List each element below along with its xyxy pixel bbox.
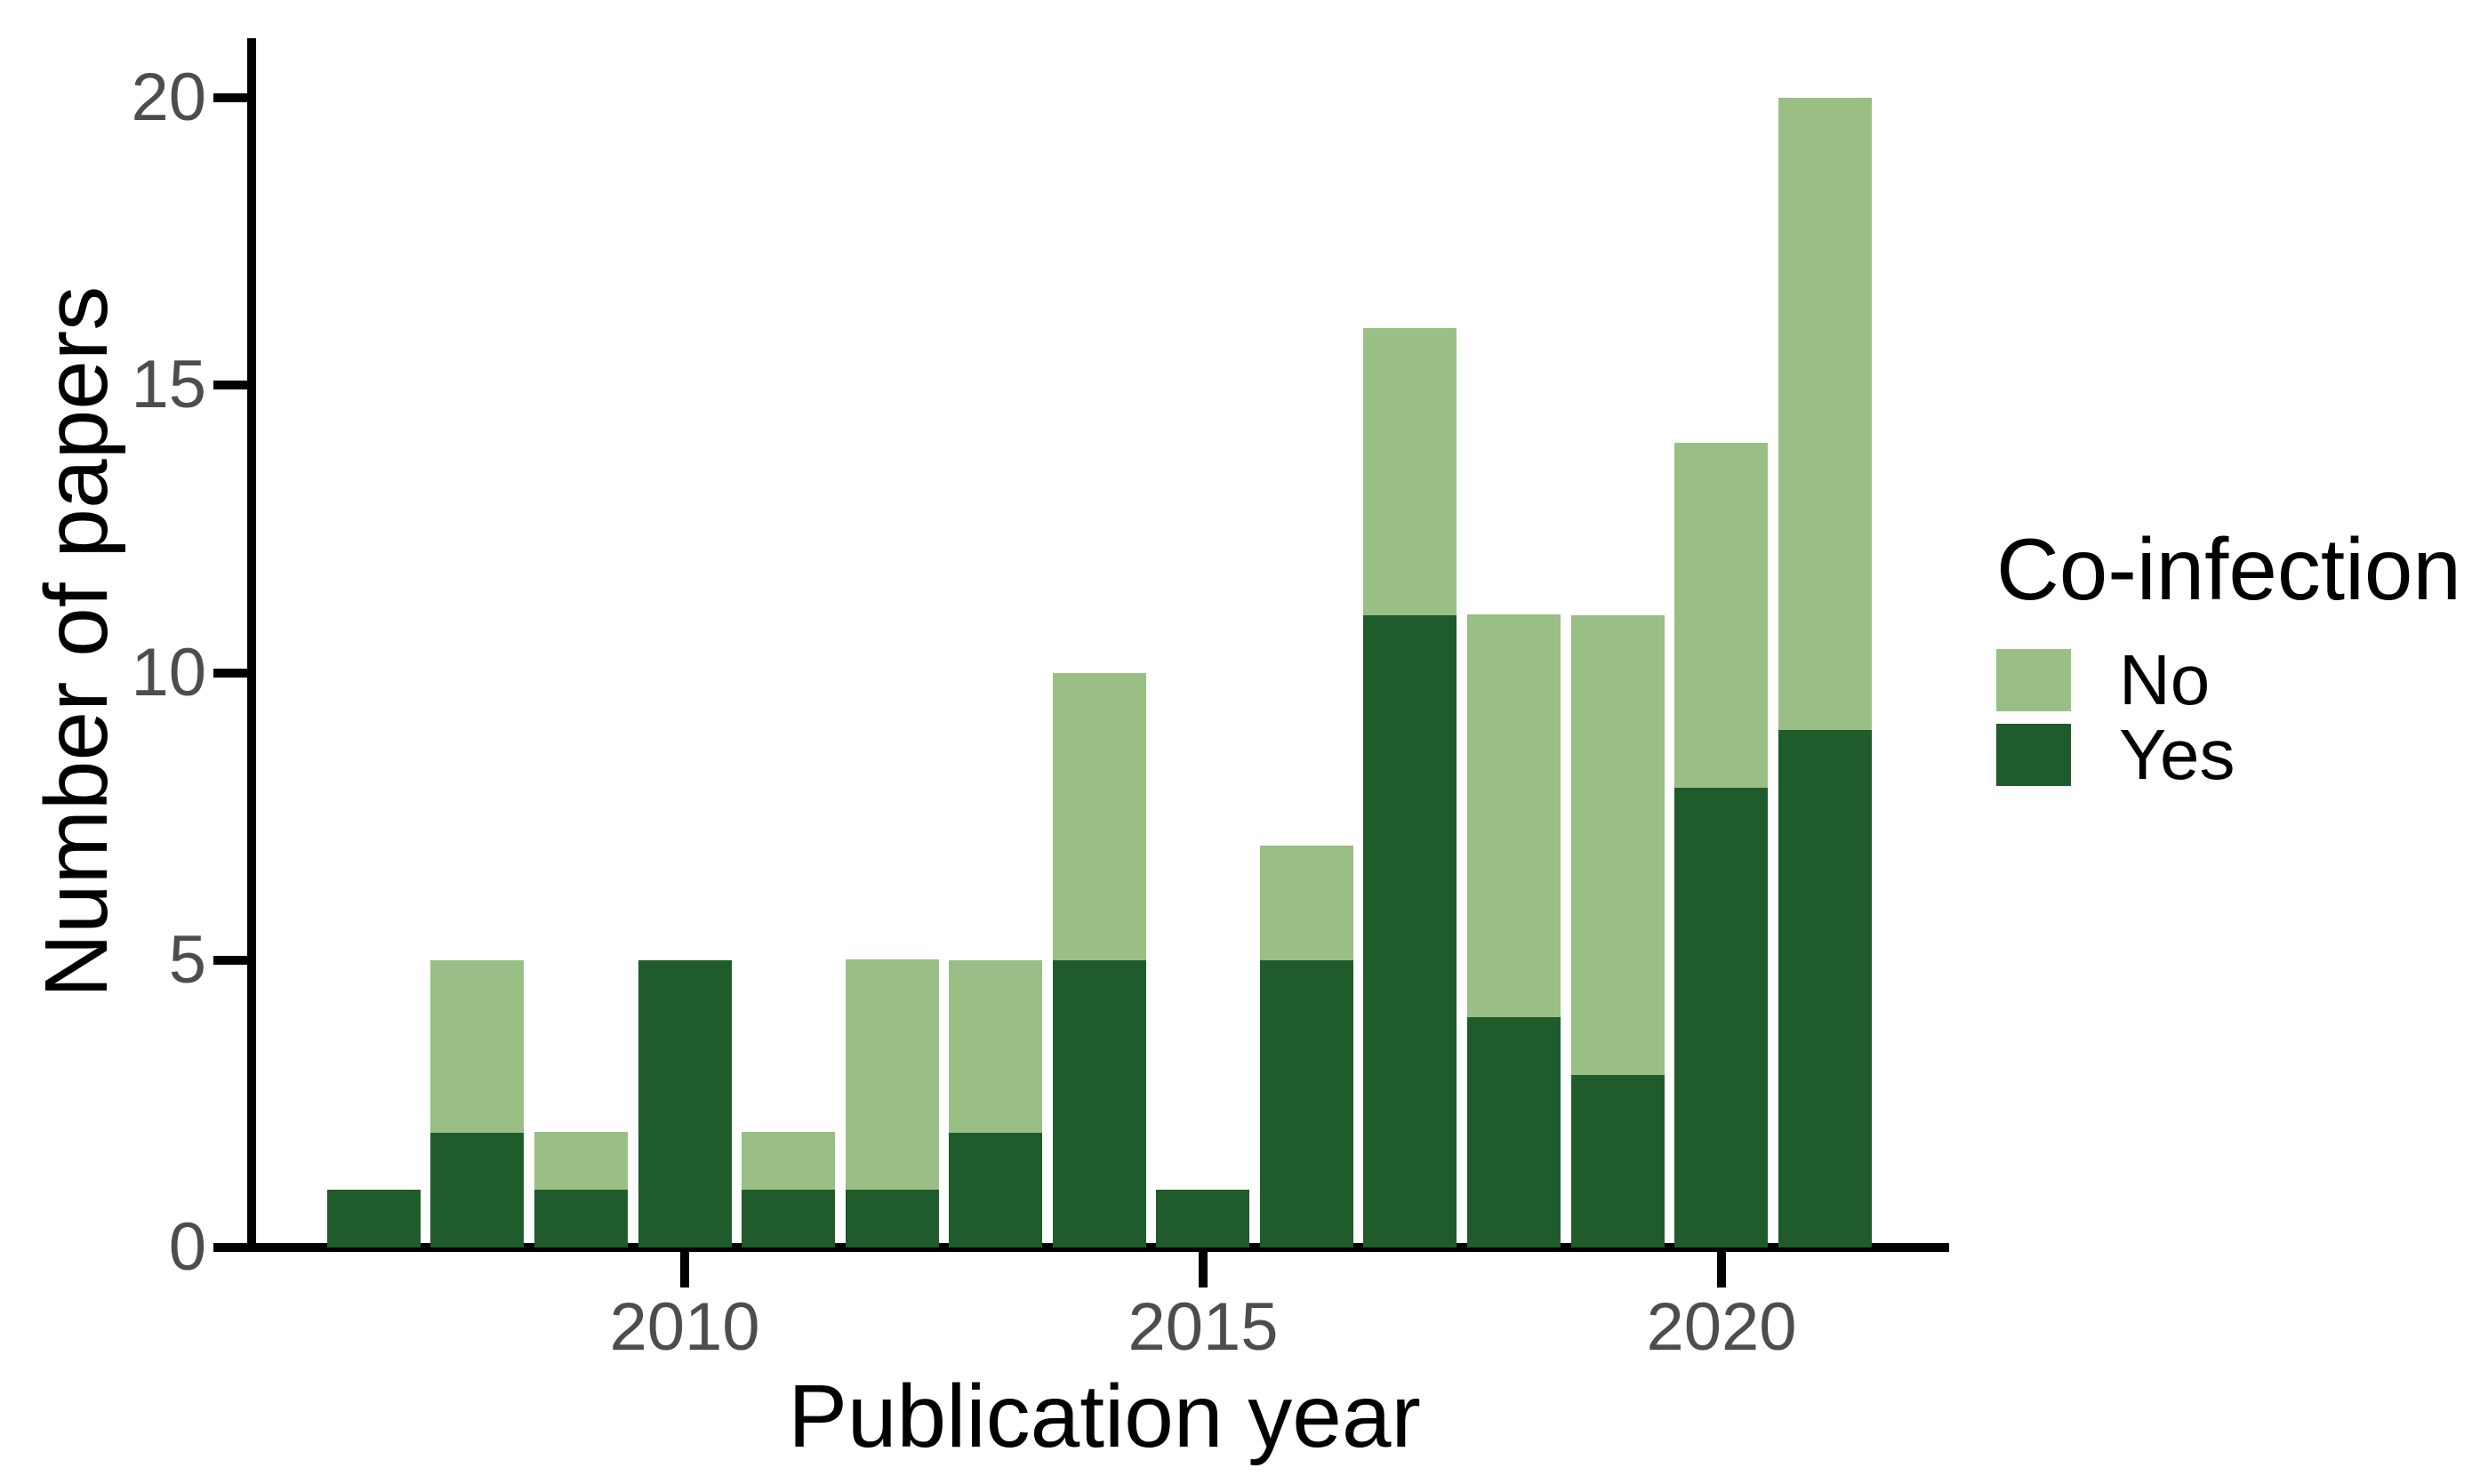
bar-2021 — [1778, 98, 1872, 1247]
bar-2020 — [1674, 443, 1768, 1247]
y-tick-5 — [213, 956, 247, 965]
bar-2017-no-segment — [1363, 328, 1457, 615]
bar-2014 — [1053, 673, 1146, 1247]
bar-2011-no-segment — [742, 1132, 835, 1190]
legend-item-no: No — [1996, 645, 2461, 716]
bar-2012 — [846, 959, 939, 1247]
bar-2018 — [1467, 614, 1561, 1247]
y-axis-line — [247, 38, 256, 1252]
bar-2010 — [638, 960, 732, 1247]
bar-2013-no-segment — [949, 960, 1042, 1133]
bar-2016 — [1260, 846, 1353, 1247]
x-tick-2010 — [680, 1252, 689, 1287]
x-tick-2015 — [1199, 1252, 1208, 1287]
bar-2012-yes-segment — [846, 1190, 939, 1247]
x-axis-line — [247, 1243, 1949, 1252]
bar-2021-no-segment — [1778, 98, 1872, 730]
legend: Co-infection No Yes — [1996, 525, 2461, 794]
y-tick-label-0: 0 — [168, 1209, 206, 1285]
bar-2011 — [742, 1132, 835, 1247]
bar-2015 — [1156, 1190, 1249, 1247]
x-axis-title: Publication year — [788, 1367, 1421, 1466]
bar-2012-no-segment — [846, 959, 939, 1190]
legend-item-yes: Yes — [1996, 719, 2461, 790]
x-tick-2020 — [1717, 1252, 1726, 1287]
bar-2019 — [1571, 615, 1665, 1247]
y-tick-label-5: 5 — [168, 922, 206, 998]
x-tick-label-2015: 2015 — [1128, 1289, 1279, 1365]
bar-2016-no-segment — [1260, 846, 1353, 960]
bar-2014-yes-segment — [1053, 960, 1146, 1247]
bar-2017 — [1363, 328, 1457, 1247]
y-tick-10 — [213, 669, 247, 678]
bar-2009-no-segment — [534, 1132, 628, 1190]
bar-2013-yes-segment — [949, 1133, 1042, 1247]
legend-swatch-no-icon — [1996, 649, 2071, 711]
y-tick-0 — [213, 1243, 247, 1252]
bar-2019-yes-segment — [1571, 1075, 1665, 1247]
bar-2007 — [327, 1190, 421, 1247]
bar-2020-no-segment — [1674, 443, 1768, 788]
y-tick-label-20: 20 — [131, 60, 206, 135]
legend-label-yes: Yes — [2119, 715, 2235, 794]
bar-2017-yes-segment — [1363, 615, 1457, 1247]
bar-2018-no-segment — [1467, 614, 1561, 1017]
bar-2019-no-segment — [1571, 615, 1665, 1075]
bar-2008-no-segment — [430, 960, 524, 1133]
bar-2010-yes-segment — [638, 960, 732, 1247]
bar-2008-yes-segment — [430, 1133, 524, 1247]
bar-2011-yes-segment — [742, 1190, 835, 1247]
bar-2015-yes-segment — [1156, 1190, 1249, 1247]
bar-2018-yes-segment — [1467, 1017, 1561, 1247]
y-tick-label-15: 15 — [131, 347, 206, 422]
bar-2013 — [949, 960, 1042, 1247]
legend-swatch-yes-icon — [1996, 724, 2071, 786]
bar-2009 — [534, 1132, 628, 1247]
bar-2014-no-segment — [1053, 673, 1146, 960]
y-tick-20 — [213, 93, 247, 102]
bar-2008 — [430, 960, 524, 1247]
x-tick-label-2010: 2010 — [609, 1289, 760, 1365]
y-tick-15 — [213, 381, 247, 389]
y-tick-label-10: 10 — [131, 635, 206, 710]
bar-2021-yes-segment — [1778, 730, 1872, 1247]
bar-2007-yes-segment — [327, 1190, 421, 1247]
y-axis-title: Number of papers — [27, 285, 126, 999]
bar-2020-yes-segment — [1674, 788, 1768, 1247]
legend-title: Co-infection — [1996, 520, 2461, 618]
x-tick-label-2020: 2020 — [1646, 1289, 1797, 1365]
bar-2009-yes-segment — [534, 1190, 628, 1247]
legend-label-no: No — [2119, 640, 2211, 719]
bar-2016-yes-segment — [1260, 960, 1353, 1247]
